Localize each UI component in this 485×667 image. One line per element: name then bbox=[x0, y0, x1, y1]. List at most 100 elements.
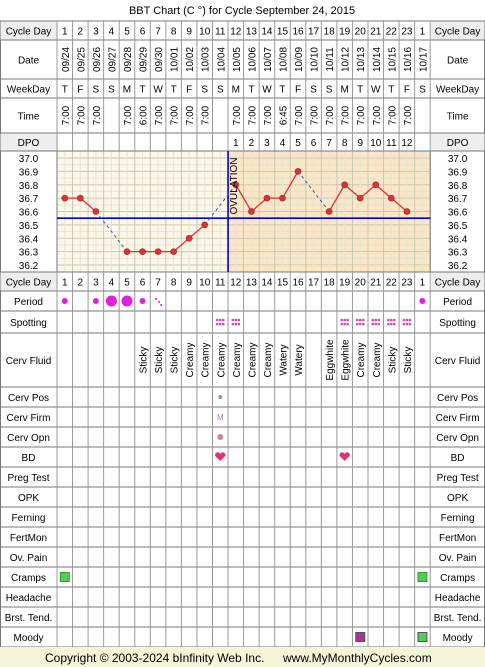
bd-heart-icon bbox=[215, 452, 226, 461]
row-label-spotting: Spotting bbox=[10, 318, 47, 329]
spotting-dot bbox=[343, 322, 346, 326]
temp-line-segment bbox=[235, 184, 252, 212]
row-label-right-ferning: Ferning bbox=[441, 513, 475, 524]
time-label: 6:00 bbox=[139, 105, 150, 125]
chart-title: BBT Chart (C °) for Cycle September 24, … bbox=[129, 5, 355, 17]
cycle-day-number: 18 bbox=[324, 27, 336, 38]
weekday-label: T bbox=[62, 85, 68, 96]
spotting-dot bbox=[390, 318, 393, 322]
dpo-number: 3 bbox=[264, 138, 270, 149]
cramps-marker bbox=[59, 572, 70, 582]
time-label: 7:00 bbox=[123, 105, 134, 125]
weekday-label: M bbox=[232, 85, 240, 96]
y-tick-label-right: 37.0 bbox=[448, 154, 468, 165]
period-dot bbox=[92, 298, 99, 304]
temp-point bbox=[201, 221, 209, 229]
dpo-number: 5 bbox=[295, 138, 301, 149]
footer-site[interactable]: www.MyMonthlyCycles.com bbox=[282, 651, 432, 665]
row-label-right-dpo: DPO bbox=[447, 138, 469, 149]
y-tick-label: 36.2 bbox=[19, 261, 39, 272]
spotting-dot bbox=[215, 318, 219, 322]
cycle-day-number: 3 bbox=[93, 27, 99, 38]
cerv-fluid-label: Sticky bbox=[403, 347, 414, 374]
weekday-label: F bbox=[404, 85, 410, 96]
cerv-fluid-label: Watery bbox=[278, 344, 289, 375]
cycle-day-number: 12 bbox=[230, 27, 242, 38]
row-label-brst_tend: Brst. Tend. bbox=[5, 613, 53, 624]
time-label: 7:00 bbox=[403, 105, 414, 125]
row-label-right-moody: Moody bbox=[443, 633, 473, 644]
header-cell-bg bbox=[430, 133, 485, 151]
temp-line-segment bbox=[173, 237, 190, 253]
cycle-day-number: 9 bbox=[186, 278, 192, 289]
cycle-day-number: 15 bbox=[277, 278, 289, 289]
spotting-dot bbox=[346, 322, 349, 326]
temp-line-segment bbox=[359, 184, 377, 199]
spotting-dot bbox=[215, 322, 219, 326]
temp-point bbox=[248, 208, 255, 215]
cerv-fluid-label: Creamy bbox=[247, 342, 258, 377]
weekday-label: S bbox=[419, 85, 426, 96]
y-tick-label: 36.9 bbox=[19, 167, 39, 178]
period-dot bbox=[139, 298, 146, 304]
spotting-dot bbox=[405, 318, 409, 322]
row-label-right-bd: BD bbox=[451, 453, 465, 464]
dpo-number: 10 bbox=[370, 138, 382, 149]
temp-point bbox=[388, 194, 395, 202]
period-spot bbox=[158, 301, 161, 303]
header-cell-bg bbox=[430, 272, 485, 291]
date-label: 10/01 bbox=[170, 47, 181, 72]
temp-point bbox=[123, 248, 131, 255]
cramps-marker bbox=[417, 572, 428, 582]
cerv-fluid-label: Creamy bbox=[232, 342, 243, 377]
spotting-dot bbox=[408, 318, 412, 322]
spotting-dot bbox=[402, 318, 406, 322]
time-label: 7:00 bbox=[76, 105, 87, 125]
weekday-label: F bbox=[77, 85, 83, 96]
weekday-label: T bbox=[248, 85, 254, 96]
cycle-day-number: 19 bbox=[339, 27, 351, 38]
cycle-day-number: 20 bbox=[355, 278, 367, 289]
cycle-day-number: 1 bbox=[62, 27, 68, 38]
spotting-dot bbox=[371, 322, 375, 326]
spotting-dot bbox=[343, 318, 346, 322]
y-tick-label: 36.7 bbox=[19, 194, 39, 205]
cycle-day-number: 11 bbox=[215, 278, 226, 289]
spotting-dot bbox=[234, 318, 238, 322]
spotting-dot bbox=[393, 322, 396, 326]
temp-point bbox=[232, 181, 240, 189]
cycle-day-number: 11 bbox=[215, 27, 226, 38]
spotting-dot bbox=[387, 322, 390, 326]
row-label-period: Period bbox=[14, 297, 43, 308]
row-label-cerv_opn: Cerv Opn bbox=[7, 433, 50, 444]
spotting-dot bbox=[340, 318, 343, 322]
marks bbox=[57, 151, 431, 642]
row-label-right-ov_pain: Ov. Pain bbox=[439, 553, 477, 564]
row-label-time: Time bbox=[18, 112, 40, 123]
cerv-fluid-label: Sticky bbox=[154, 347, 165, 374]
cerv-fluid-label: Creamy bbox=[185, 342, 196, 377]
row-label-right-cramps: Cramps bbox=[440, 573, 475, 584]
cycle-day-number: 12 bbox=[230, 278, 242, 289]
y-tick-label-right: 36.2 bbox=[448, 261, 468, 272]
period-dot bbox=[121, 295, 133, 307]
temp-line-segment bbox=[79, 197, 97, 212]
row-label-right-period: Period bbox=[443, 297, 472, 308]
row-label-right-brst_tend: Brst. Tend. bbox=[434, 613, 482, 624]
cycle-day-number: 8 bbox=[171, 278, 177, 289]
spotting-dot bbox=[237, 322, 241, 326]
period-spot bbox=[160, 304, 163, 306]
spotting-dot bbox=[374, 322, 378, 326]
cycle-day-number: 17 bbox=[308, 278, 320, 289]
time-label: 7:00 bbox=[310, 105, 321, 125]
cycle-day-number: 14 bbox=[261, 27, 273, 38]
spotting-dot bbox=[355, 322, 359, 326]
grid bbox=[0, 20, 485, 648]
date-label: 09/30 bbox=[154, 47, 165, 72]
cycle-day-number: 4 bbox=[109, 27, 115, 38]
row-label-right-opk: OPK bbox=[447, 493, 468, 504]
cycle-day-number: 22 bbox=[386, 278, 398, 289]
row-label-right-cycle_day: Cycle Day bbox=[435, 278, 481, 289]
weekday-label: F bbox=[295, 85, 301, 96]
